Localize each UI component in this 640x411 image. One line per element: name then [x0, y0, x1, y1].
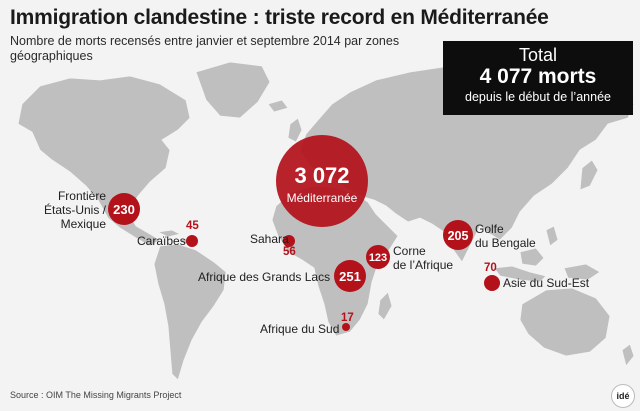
total-caption: depuis le début de l’année [465, 90, 611, 104]
australia-shape [519, 287, 611, 357]
bubble-sahara [283, 235, 295, 247]
label-corne-l1: Corne [393, 244, 426, 258]
page-subtitle: Nombre de morts recensés entre janvier e… [10, 34, 400, 63]
value-sud: 17 [341, 312, 354, 324]
value-frontiere: 230 [113, 202, 135, 217]
value-mediterranee: 3 072 [294, 163, 349, 188]
bubble-sud-est [484, 275, 500, 291]
label-frontiere-l3: Mexique [60, 217, 106, 231]
bubble-mediterranee [276, 135, 368, 227]
name-mediterranee: Méditerranée [287, 191, 358, 205]
indonesia-shape [493, 265, 547, 283]
label-corne: Corne de l’Afrique [393, 244, 453, 272]
bubble-bengale [443, 220, 473, 250]
bubble-corne [366, 245, 390, 269]
new-zealand-shape [621, 343, 635, 367]
borneo-shape [519, 247, 545, 267]
total-value: 4 077 morts [479, 65, 597, 88]
value-bengale: 205 [448, 229, 469, 243]
bubble-grands-lacs [334, 260, 366, 292]
value-caraibes: 45 [186, 220, 199, 232]
label-sahara: Sahara [250, 232, 289, 246]
new-guinea-shape [563, 263, 601, 281]
label-sud: Afrique du Sud [260, 322, 340, 336]
bubble-sud [342, 323, 350, 331]
japan-shape [579, 159, 599, 191]
label-grands-lacs: Afrique des Grands Lacs [198, 270, 331, 284]
value-sahara: 56 [283, 246, 296, 258]
label-bengale-l1: Golfe [475, 222, 504, 236]
value-sud-est: 70 [484, 262, 497, 274]
iceland-shape [267, 99, 289, 113]
bubble-frontiere [108, 193, 140, 225]
label-frontiere-l1: Frontière [57, 189, 106, 203]
label-frontiere: Frontière États-Unis / Mexique [18, 189, 106, 231]
madagascar-shape [377, 291, 393, 321]
label-bengale-l2: du Bengale [475, 236, 536, 250]
total-label: Total [518, 45, 558, 65]
label-caraibes: Caraïbes [137, 234, 186, 248]
publisher-logo: idé [611, 384, 635, 408]
greenland-shape [195, 61, 271, 119]
south-america-shape [153, 243, 227, 381]
uk-shape [287, 117, 303, 143]
value-grands-lacs: 251 [339, 269, 361, 284]
caribbean-islands-shape [156, 229, 182, 238]
data-bubbles: 3 072 Méditerranée 230 123 251 205 [108, 135, 500, 331]
philippines-shape [545, 225, 559, 247]
bubble-caraibes [186, 235, 198, 247]
value-corne: 123 [369, 252, 387, 264]
label-frontiere-l2: États-Unis / [43, 203, 106, 217]
total-box: Total 4 077 morts depuis le début de l’a… [443, 41, 633, 115]
label-sud-est: Asie du Sud-Est [503, 276, 590, 290]
label-corne-l2: de l’Afrique [393, 258, 454, 272]
page-title: Immigration clandestine : triste record … [10, 6, 549, 29]
label-bengale: Golfe du Bengale [475, 222, 536, 250]
source-note: Source : OIM The Missing Migrants Projec… [10, 390, 182, 400]
